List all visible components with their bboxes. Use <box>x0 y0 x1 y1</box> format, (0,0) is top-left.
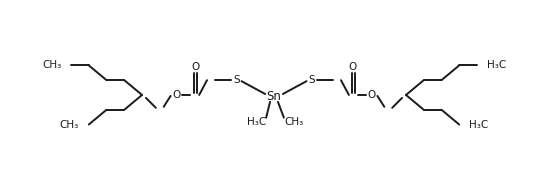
Text: O: O <box>191 62 199 72</box>
Text: S: S <box>308 75 315 85</box>
Text: O: O <box>349 62 357 72</box>
Text: O: O <box>367 90 376 100</box>
Text: CH₃: CH₃ <box>60 120 79 130</box>
Text: H₃C: H₃C <box>469 120 488 130</box>
Text: H₃C: H₃C <box>487 60 506 70</box>
Text: O: O <box>172 90 181 100</box>
Text: H₃C: H₃C <box>247 117 266 127</box>
Text: CH₃: CH₃ <box>42 60 61 70</box>
Text: CH₃: CH₃ <box>284 117 304 127</box>
Text: S: S <box>233 75 240 85</box>
Text: Sn: Sn <box>267 90 282 103</box>
